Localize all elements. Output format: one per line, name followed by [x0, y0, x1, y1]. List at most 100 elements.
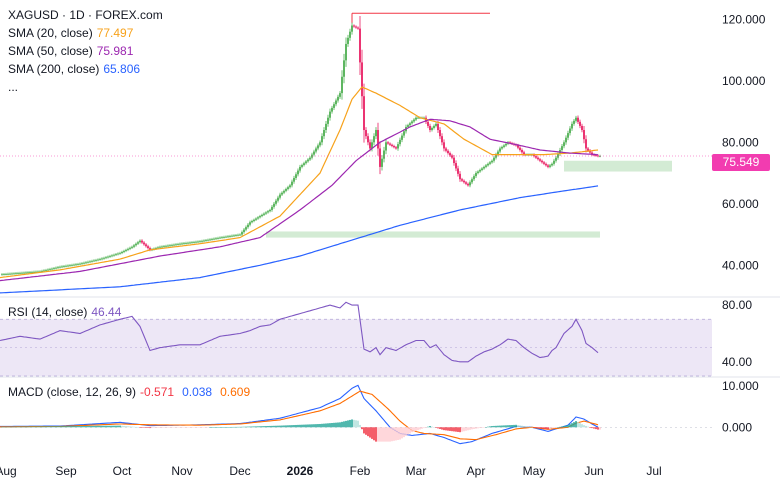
macd-signal-line: [0, 390, 599, 441]
rsi-line: [0, 301, 599, 363]
candle-body: [113, 254, 115, 256]
macd-histogram-bar: [599, 427, 601, 430]
candle-body: [413, 119, 415, 122]
macd-histogram-bar: [479, 427, 481, 429]
macd-histogram-bar: [527, 426, 529, 428]
candle-body: [431, 127, 433, 131]
time-axis-tick: Aug: [0, 464, 17, 478]
candle-body: [83, 262, 85, 264]
macd-histogram-bar: [349, 419, 351, 428]
more-indicators-toggle[interactable]: ...: [8, 80, 19, 94]
candle-body: [369, 142, 371, 149]
candle-body: [205, 240, 207, 241]
macd-histogram-bar: [415, 427, 417, 431]
macd-histogram-bar: [477, 427, 479, 429]
macd-histogram-bar: [387, 427, 389, 442]
candle-body: [345, 43, 347, 61]
macd-histogram-bar: [475, 427, 477, 429]
sma200-legend[interactable]: SMA (200, close) 65.806: [8, 60, 163, 78]
rsi-legend[interactable]: RSI (14, close) 46.44: [8, 303, 121, 321]
macd-histogram-bar: [593, 427, 595, 429]
candle-body: [463, 180, 465, 183]
macd-histogram-bar: [279, 425, 281, 428]
macd-histogram-bar: [549, 427, 551, 429]
macd-histogram-bar: [511, 425, 513, 428]
macd-histogram-bar: [489, 426, 491, 428]
time-axis-tick: May: [523, 464, 546, 478]
candle-body: [165, 245, 167, 247]
macd-histogram-bar: [223, 427, 225, 428]
macd-histogram-bar: [431, 426, 433, 428]
macd-histogram-bar: [147, 427, 149, 428]
candle-body: [555, 157, 557, 161]
macd-histogram-bar: [339, 422, 341, 428]
candle-body: [365, 130, 367, 137]
macd-histogram-bar: [29, 426, 31, 428]
macd-histogram-bar: [441, 427, 443, 430]
symbol-title[interactable]: XAGUSD · 1D · FOREX.com: [8, 8, 163, 22]
macd-histogram-bar: [149, 427, 151, 429]
candle-body: [227, 236, 229, 238]
candle-body: [439, 130, 441, 137]
macd-histogram-bar: [221, 427, 223, 428]
candle-body: [1, 274, 3, 276]
sma20-value: 77.497: [96, 26, 134, 40]
macd-histogram-bar: [585, 425, 587, 428]
candle-body: [15, 273, 17, 275]
macd-histogram-bar: [261, 426, 263, 428]
main-legend: XAGUSD · 1D · FOREX.com SMA (20, close) 7…: [8, 6, 163, 96]
candle-body: [75, 264, 77, 266]
candle-body: [155, 248, 157, 249]
sma50-legend[interactable]: SMA (50, close) 75.981: [8, 42, 163, 60]
macd-histogram-bar: [435, 427, 437, 428]
support-zone-0: [564, 160, 672, 172]
time-axis-tick: Nov: [171, 464, 192, 478]
candle-body: [315, 148, 317, 152]
macd-histogram-bar: [525, 426, 527, 428]
macd-histogram-bar: [307, 424, 309, 428]
time-axis-tick: Feb: [350, 464, 371, 478]
macd-histogram-bar: [109, 425, 111, 428]
candle-body: [577, 117, 579, 122]
candle-body: [399, 139, 401, 145]
macd-histogram-bar: [83, 425, 85, 428]
macd-histogram-bar: [537, 427, 539, 429]
candle-body: [183, 243, 185, 245]
macd-histogram-bar: [363, 427, 365, 434]
macd-histogram-bar: [321, 423, 323, 428]
candle-body: [473, 176, 475, 180]
macd-histogram-bar: [471, 427, 473, 430]
macd-histogram-bar: [189, 427, 191, 428]
macd-histogram-bar: [485, 427, 487, 428]
candle-body: [177, 244, 179, 245]
candle-body: [331, 107, 333, 112]
candle-body: [29, 272, 31, 273]
macd-histogram-bar: [285, 425, 287, 428]
candle-body: [453, 157, 455, 164]
candle-body: [85, 262, 87, 264]
sma20-legend[interactable]: SMA (20, close) 77.497: [8, 24, 163, 42]
macd-histogram-bar: [233, 426, 235, 428]
macd-histogram-bar: [239, 426, 241, 428]
candle-body: [119, 252, 121, 254]
macd-histogram-bar: [287, 425, 289, 428]
candle-body: [489, 162, 491, 164]
macd-histogram-bar: [159, 427, 161, 428]
macd-histogram-bar: [453, 427, 455, 432]
sma50-value: 75.981: [96, 44, 134, 58]
candle-body: [367, 136, 369, 143]
candle-body: [95, 260, 97, 261]
macd-histogram-bar: [411, 427, 413, 433]
candle-body: [179, 243, 181, 245]
candle-body: [169, 245, 171, 247]
macd-histogram-bar: [23, 426, 25, 428]
candle-body: [541, 160, 543, 163]
macd-legend[interactable]: MACD (close, 12, 26, 9) -0.571 0.038 0.609: [8, 383, 250, 401]
candle-body: [575, 117, 577, 121]
macd-histogram-bar: [169, 427, 171, 428]
macd-histogram-bar: [79, 426, 81, 428]
candle-body: [391, 144, 393, 147]
candle-body: [519, 147, 521, 150]
